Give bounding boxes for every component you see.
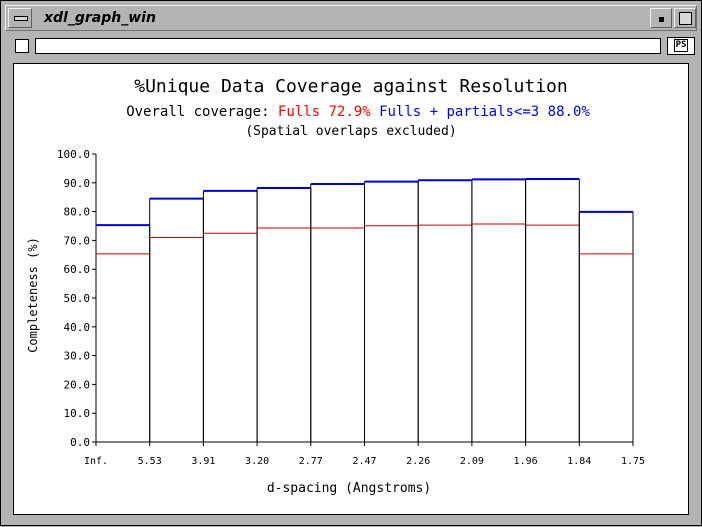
y-axis-label: Completeness (%) bbox=[26, 237, 40, 353]
y-tick-label: 20.0 bbox=[64, 378, 91, 391]
chart-subtitle-2: (Spatial overlaps excluded) bbox=[245, 124, 456, 139]
y-tick-label: 0.0 bbox=[70, 436, 90, 449]
x-tick-label: 2.77 bbox=[299, 456, 323, 467]
y-tick-label: 100.0 bbox=[57, 148, 90, 161]
y-tick-label: 60.0 bbox=[64, 263, 91, 276]
maximize-button[interactable] bbox=[674, 8, 696, 28]
y-tick-label: 40.0 bbox=[64, 321, 91, 334]
plot-area bbox=[13, 63, 689, 515]
window-title: xdl_graph_win bbox=[44, 10, 156, 26]
ps-label: PS bbox=[673, 39, 689, 52]
x-axis-label: d-spacing (Angstroms) bbox=[267, 481, 431, 496]
window-menu-button[interactable] bbox=[8, 8, 32, 28]
toolbar: PS bbox=[11, 37, 695, 57]
plot-group: 0.0 10.0 20.0 30.0 40.0 50.0 60.0 70.0 80.0 90.0 1… bbox=[57, 148, 645, 467]
x-tick-label: 1.96 bbox=[514, 456, 538, 467]
subtitle-fulls: Fulls 72.9% bbox=[278, 104, 371, 120]
subtitle-prefix: Overall coverage: bbox=[126, 104, 278, 120]
chart-title: %Unique Data Coverage against Resolution bbox=[134, 76, 567, 97]
x-tick-label: 2.47 bbox=[352, 456, 376, 467]
postscript-button[interactable]: PS bbox=[667, 37, 695, 55]
chart-subtitle: Overall coverage: Fulls 72.9% Fulls + pa… bbox=[126, 104, 590, 120]
command-text-field[interactable] bbox=[35, 38, 661, 54]
subtitle-partials: Fulls + partials<=3 88.0% bbox=[379, 104, 590, 120]
toggle-checkbox[interactable] bbox=[15, 39, 29, 53]
x-tick-label: 2.09 bbox=[460, 456, 484, 467]
y-tick-label: 80.0 bbox=[64, 206, 91, 219]
minimize-button[interactable] bbox=[650, 8, 672, 28]
y-tick-label: 70.0 bbox=[64, 234, 91, 247]
x-tick-label: 1.75 bbox=[621, 456, 645, 467]
x-tick-label: 3.91 bbox=[191, 456, 215, 467]
x-tick-label: 1.84 bbox=[567, 456, 591, 467]
y-tick-label: 10.0 bbox=[64, 407, 91, 420]
x-tick-label: 5.53 bbox=[138, 456, 162, 467]
y-tick-label: 50.0 bbox=[64, 292, 91, 305]
y-tick-label: 90.0 bbox=[64, 177, 91, 190]
x-tick-label: 2.26 bbox=[406, 456, 430, 467]
y-tick-label: 30.0 bbox=[64, 350, 91, 363]
x-tick-label: 3.20 bbox=[245, 456, 269, 467]
title-bar[interactable]: xdl_graph_win bbox=[5, 5, 697, 31]
x-tick-label: Inf. bbox=[84, 456, 108, 467]
